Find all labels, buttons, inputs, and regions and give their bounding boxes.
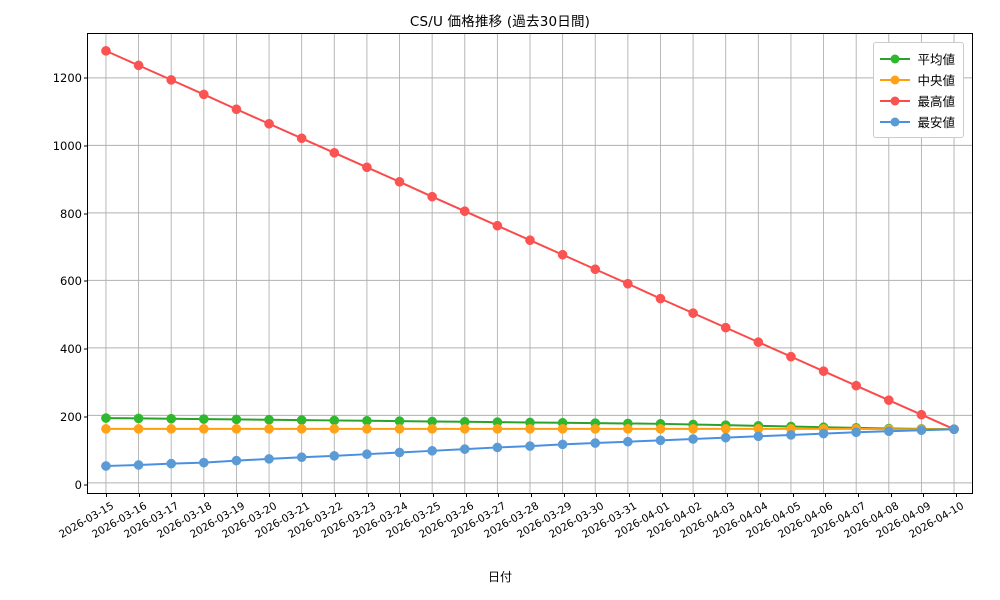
plot-area: 0 200 400 600 800 1000 1200 2026-03-15 2026-03-… bbox=[53, 33, 973, 541]
x-tick-mark bbox=[694, 493, 696, 497]
x-tick-mark bbox=[956, 493, 957, 497]
plot-svg bbox=[88, 34, 972, 493]
x-axis-label: 日付 bbox=[487, 570, 512, 584]
x-tick-mark bbox=[727, 493, 729, 497]
x-tick-mark bbox=[531, 493, 532, 497]
x-tick-mark bbox=[629, 493, 631, 497]
x-tick-mark bbox=[563, 493, 565, 497]
x-tick-mark bbox=[367, 493, 369, 497]
x-tick-mark bbox=[302, 493, 304, 497]
y-tick-mark bbox=[84, 213, 88, 215]
legend-label: 最安値 bbox=[917, 115, 955, 130]
x-tick-mark bbox=[890, 493, 892, 497]
x-tick-mark bbox=[465, 493, 467, 497]
legend-swatch-icon bbox=[880, 53, 911, 65]
y-tick-mark bbox=[84, 77, 88, 79]
x-tick-mark bbox=[792, 493, 794, 497]
y-tick-label: 1200 bbox=[52, 71, 82, 86]
x-tick-mark bbox=[138, 493, 140, 497]
y-tick-label: 600 bbox=[60, 274, 82, 289]
legend-label: 中央値 bbox=[917, 73, 955, 88]
y-tick-mark bbox=[84, 280, 88, 282]
y-tick-label: 400 bbox=[60, 342, 82, 357]
x-tick-mark bbox=[759, 493, 761, 497]
x-tick-mark bbox=[857, 493, 859, 497]
legend-item[interactable]: 最高値 bbox=[880, 90, 955, 111]
x-tick-mark bbox=[269, 493, 271, 497]
legend-label: 最高値 bbox=[917, 94, 955, 109]
y-tick-label: 1000 bbox=[52, 138, 82, 153]
x-tick-mark bbox=[171, 493, 173, 497]
y-tick-mark bbox=[84, 145, 88, 147]
x-tick-mark bbox=[236, 493, 238, 497]
x-tick-mark bbox=[334, 493, 336, 497]
legend-swatch-icon bbox=[880, 116, 911, 128]
x-tick-mark bbox=[204, 493, 206, 497]
legend-label: 平均値 bbox=[917, 52, 955, 67]
legend-swatch-icon bbox=[880, 95, 911, 107]
y-tick-label: 800 bbox=[60, 206, 82, 221]
x-tick-mark bbox=[106, 493, 107, 497]
y-tick-label: 0 bbox=[74, 477, 82, 492]
y-tick-mark bbox=[84, 348, 88, 350]
y-tick-label: 200 bbox=[60, 410, 82, 425]
x-tick-mark bbox=[596, 493, 598, 497]
y-tick-mark bbox=[84, 416, 88, 418]
x-tick-mark bbox=[661, 493, 663, 497]
legend-item[interactable]: 中央値 bbox=[880, 69, 955, 90]
chart-title: CS/U 価格推移 (過去30日間) bbox=[409, 14, 591, 30]
y-tick-mark bbox=[84, 484, 88, 486]
x-tick-mark bbox=[432, 493, 434, 497]
legend-swatch-icon bbox=[880, 74, 911, 86]
legend-item[interactable]: 平均値 bbox=[880, 48, 955, 69]
x-tick-mark bbox=[923, 493, 925, 497]
x-tick-mark bbox=[825, 493, 827, 497]
chart-legend: 平均値中央値最高値最安値 bbox=[873, 42, 964, 138]
x-tick-mark bbox=[400, 493, 402, 497]
legend-item[interactable]: 最安値 bbox=[880, 111, 955, 132]
x-tick-mark bbox=[498, 493, 500, 497]
